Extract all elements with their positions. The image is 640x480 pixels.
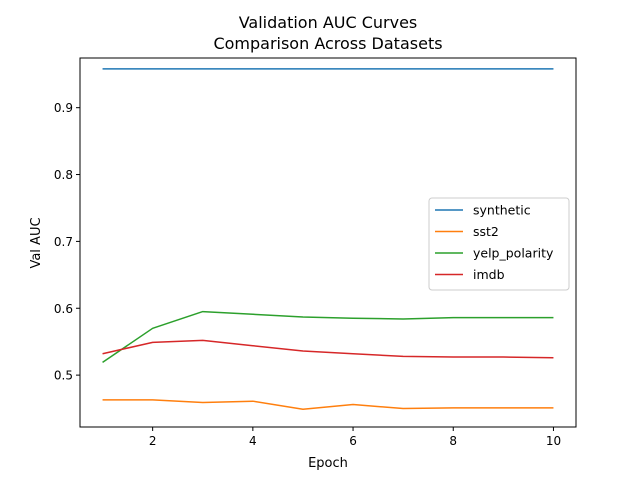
y-tick-label: 0.7 — [54, 235, 73, 249]
legend-label-imdb: imdb — [473, 267, 505, 282]
y-tick-label: 0.6 — [54, 302, 73, 316]
series-line-sst2 — [102, 399, 554, 410]
x-tick-label: 2 — [149, 434, 157, 448]
y-axis: 0.5 0.6 0.7 0.8 0.9 — [54, 101, 80, 383]
y-tick-label: 0.9 — [54, 101, 73, 115]
x-axis-label: Epoch — [308, 456, 348, 471]
series-line-imdb — [102, 339, 554, 359]
x-axis: 2 4 6 8 10 — [149, 427, 561, 448]
x-tick-label: 4 — [249, 434, 257, 448]
x-tick-label: 6 — [349, 434, 357, 448]
chart-subtitle: Comparison Across Datasets — [213, 34, 442, 53]
y-tick-label: 0.5 — [54, 369, 73, 383]
series-line-yelp-polarity — [102, 310, 554, 364]
y-tick-label: 0.8 — [54, 168, 73, 182]
legend-box — [428, 197, 570, 291]
y-axis-label: Val AUC — [29, 217, 44, 268]
legend-label-synthetic: synthetic — [473, 203, 531, 218]
plot-area — [102, 68, 554, 410]
axes-frame — [79, 57, 577, 428]
chart-title: Validation AUC Curves — [239, 13, 418, 32]
x-tick-label: 8 — [449, 434, 457, 448]
legend-label-sst2: sst2 — [473, 224, 499, 239]
legend-label-yelp-polarity: yelp_polarity — [473, 246, 554, 261]
x-tick-label: 10 — [546, 434, 561, 448]
